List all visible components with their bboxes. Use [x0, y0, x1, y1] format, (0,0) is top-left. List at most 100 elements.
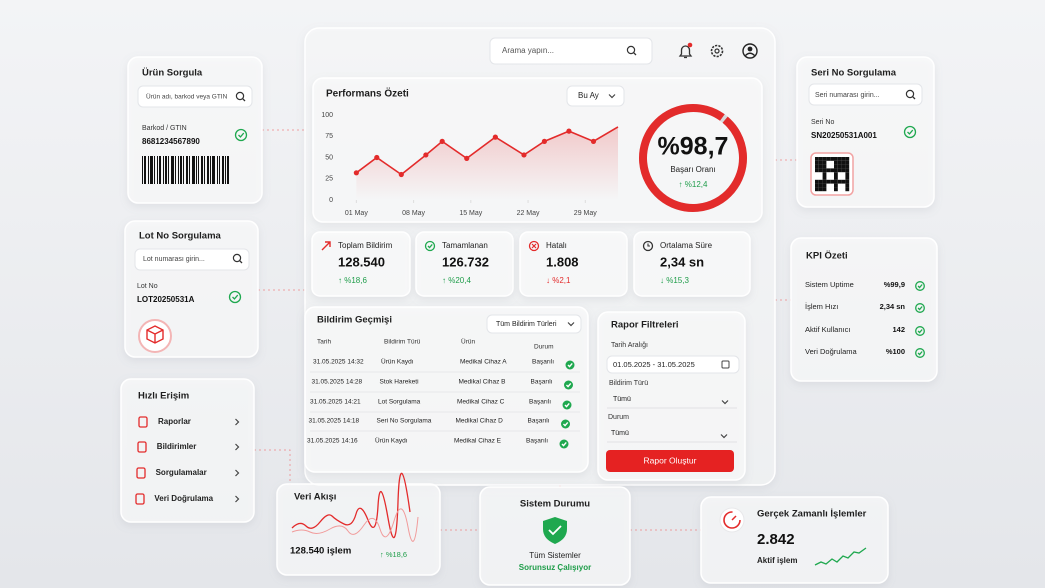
flow-value: 128.540 işlem — [290, 546, 351, 557]
check-mark — [427, 244, 433, 249]
gauge-needle — [731, 515, 737, 521]
stat-label: Tamamlanan — [442, 241, 488, 250]
cell: Başarılı — [526, 438, 548, 445]
check-icon — [903, 125, 917, 139]
stat-card — [519, 231, 628, 297]
qr-cell — [815, 168, 819, 173]
settings-icon[interactable] — [710, 44, 724, 58]
check-mark — [567, 362, 573, 368]
filter-value[interactable]: Tüm Bildirim Türleri — [496, 321, 557, 328]
search-icon — [232, 253, 242, 263]
qr-cell — [834, 168, 838, 173]
shield-check — [548, 525, 562, 536]
column-header: Bildirim Türü — [384, 339, 421, 346]
qr-cell — [822, 160, 827, 165]
kpi-value: %99,9 — [884, 280, 905, 289]
realtime-card — [700, 496, 889, 584]
success-rate: %98,7 — [658, 133, 729, 161]
field-value[interactable]: 01.05.2025 - 31.05.2025 — [613, 360, 695, 369]
stat-icon-x — [531, 243, 537, 249]
field-label: Seri No — [811, 119, 834, 126]
serial-search[interactable] — [808, 83, 923, 106]
search-icon-handle — [633, 52, 637, 56]
line-point — [541, 138, 548, 144]
check-mark — [232, 294, 239, 300]
quick-icon — [136, 467, 146, 479]
field-value[interactable]: Tümü — [613, 396, 631, 403]
barcode-bar — [154, 156, 155, 184]
kpi-value: 2,34 sn — [880, 302, 906, 311]
input-placeholder[interactable]: Ürün adı, barkod veya GTIN — [146, 93, 228, 101]
qr-cell — [822, 176, 827, 180]
kpi-value: %100 — [886, 347, 905, 356]
barcode-bar — [148, 156, 149, 184]
stat-change: ↓ %2,1 — [546, 276, 571, 285]
search-icon — [235, 91, 245, 101]
field-value[interactable]: Tümü — [611, 430, 629, 437]
quick-card — [120, 378, 255, 523]
quick-link[interactable]: Bildirimler — [157, 442, 197, 451]
qr-cell — [815, 179, 819, 184]
column-header: Durum — [534, 344, 554, 351]
check-mark — [907, 129, 914, 135]
stat-change: ↓ %15,3 — [660, 276, 689, 285]
report-button[interactable] — [606, 450, 734, 472]
line-point — [353, 170, 359, 176]
lot-search[interactable] — [134, 248, 250, 271]
input-placeholder[interactable]: Seri numarası girin... — [815, 92, 880, 99]
barcode-bar — [171, 156, 174, 184]
status-line: Tüm Sistemler — [529, 551, 581, 560]
input-placeholder[interactable]: Lot numarası girin... — [143, 256, 205, 263]
card-title: Gerçek Zamanlı İşlemler — [757, 509, 867, 520]
barcode-bar — [168, 156, 169, 184]
quick-link[interactable]: Sorgulamalar — [156, 468, 207, 477]
period-select[interactable] — [566, 85, 625, 107]
search-box[interactable] — [489, 37, 653, 65]
check-mark — [917, 351, 923, 356]
product-search[interactable] — [137, 85, 253, 108]
field-label: Tarih Aralığı — [611, 342, 648, 349]
cell: 31.05.2025 14:28 — [312, 379, 363, 386]
cell: Ürün Kaydı — [381, 358, 414, 366]
card-title: Hızlı Erişim — [138, 391, 189, 402]
button-label[interactable]: Rapor Oluştur — [644, 455, 697, 465]
search-placeholder[interactable]: Arama yapın... — [502, 46, 554, 55]
barcode-bar — [212, 156, 215, 184]
barcode-bar — [222, 156, 224, 184]
quick-link[interactable]: Raporlar — [158, 417, 191, 426]
bell-icon[interactable] — [678, 45, 693, 59]
qr-cell — [845, 183, 850, 188]
qr-cell — [815, 183, 819, 188]
check-mark — [564, 402, 570, 408]
barcode-bar — [189, 156, 190, 184]
x-tick-label: 01 May — [345, 210, 368, 217]
qr-cell — [834, 172, 838, 176]
qr-cell — [830, 168, 834, 173]
quick-link[interactable]: Veri Doğrulama — [154, 494, 213, 503]
qr-cell — [837, 179, 842, 184]
cell: 31.05.2025 14:32 — [313, 359, 364, 366]
date-input[interactable] — [606, 355, 740, 374]
user-icon[interactable] — [742, 43, 758, 59]
cell: Başarılı — [529, 399, 551, 406]
flow-sparkline — [291, 472, 411, 539]
search-icon-handle — [242, 98, 246, 102]
check-icon — [915, 303, 925, 313]
qr-cell — [841, 157, 846, 161]
card-title: Rapor Filtreleri — [611, 320, 679, 331]
check-icon — [228, 290, 242, 304]
period-value[interactable]: Bu Ay — [578, 91, 599, 100]
qr-cell — [818, 187, 823, 192]
check-icon — [424, 240, 436, 252]
type-filter[interactable] — [486, 314, 582, 334]
stat-change: ↑ %18,6 — [338, 276, 367, 285]
qr-cell — [845, 164, 850, 169]
user-icon-head — [747, 46, 753, 52]
qr-cell — [834, 176, 838, 180]
barcode-bar — [196, 156, 197, 184]
kpi-label: İşlem Hızı — [805, 302, 838, 311]
x-tick-label: 08 May — [402, 210, 425, 217]
qr-cell — [845, 168, 850, 173]
chevron — [721, 400, 729, 405]
